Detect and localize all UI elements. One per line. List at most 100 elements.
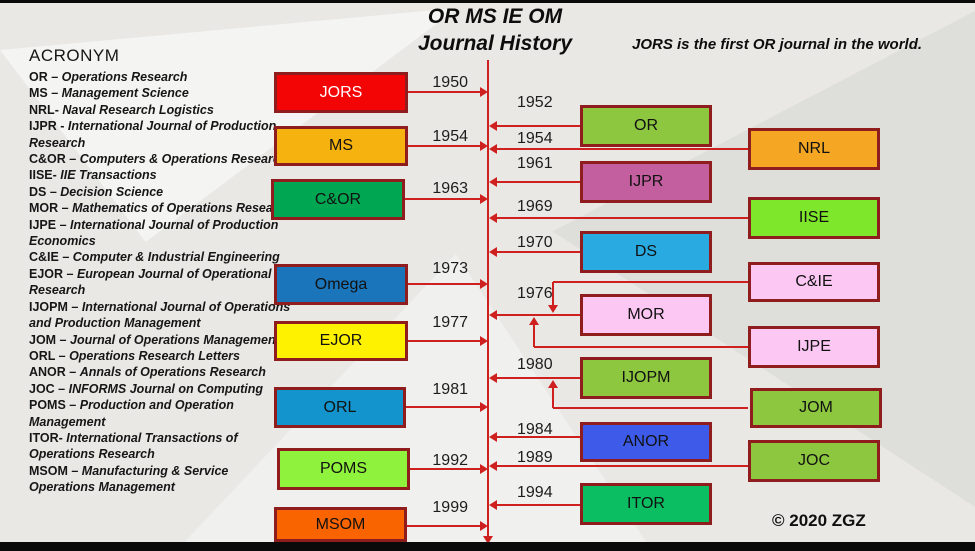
year-label-left-1981: 1981 bbox=[432, 381, 468, 398]
legend-entry: OR – Operations Research bbox=[29, 69, 293, 85]
connector-ijpe-to-mor-line bbox=[534, 346, 748, 348]
legend-journal-name: Annals of Operations Research bbox=[79, 365, 266, 380]
top-border bbox=[0, 0, 975, 3]
connector-ms-to-timeline bbox=[408, 145, 480, 147]
year-label-right-1952: 1952 bbox=[517, 94, 553, 111]
timeline-axis-arrowhead bbox=[483, 536, 493, 544]
connector-cie-to-mor-line bbox=[553, 281, 748, 283]
legend-abbr: MS – bbox=[29, 86, 59, 101]
journal-box-ijpe: IJPE bbox=[748, 326, 880, 368]
legend-journal-name: European Journal of Operational Research bbox=[29, 266, 272, 298]
legend-journal-name: Operations Research Letters bbox=[69, 348, 240, 363]
year-label-left-1999: 1999 bbox=[432, 499, 468, 516]
journal-box-or: OR bbox=[580, 105, 712, 147]
legend-abbr: MOR – bbox=[29, 201, 69, 216]
legend-abbr: DS – bbox=[29, 184, 57, 199]
year-label-right-1989: 1989 bbox=[517, 449, 553, 466]
legend-abbr: JOM – bbox=[29, 332, 67, 347]
arrowhead-orl-to-timeline bbox=[480, 402, 488, 412]
legend-abbr: ITOR- bbox=[29, 430, 63, 445]
journal-box-msom: MSOM bbox=[274, 507, 407, 542]
legend-entry: C&IE – Computer & Industrial Engineering bbox=[29, 249, 293, 265]
journal-box-orl: ORL bbox=[274, 387, 406, 428]
arrowhead-ds-to-timeline bbox=[489, 247, 497, 257]
title-line2: Journal History bbox=[417, 32, 573, 55]
connector-orl-to-timeline bbox=[406, 406, 480, 408]
year-label-left-1954: 1954 bbox=[432, 128, 468, 145]
legend-abbr: JOC – bbox=[29, 381, 66, 396]
connector-cor-to-timeline bbox=[405, 198, 480, 200]
bottom-border bbox=[0, 542, 975, 551]
year-label-right-1980: 1980 bbox=[517, 356, 553, 373]
journal-box-cor: C&OR bbox=[271, 179, 405, 220]
year-label-right-1954: 1954 bbox=[517, 130, 553, 147]
legend-abbr: ORL – bbox=[29, 348, 66, 363]
connector-jom-to-ijopm-line bbox=[553, 407, 748, 409]
journal-box-ds: DS bbox=[580, 231, 712, 273]
note-text: JORS is the first OR journal in the worl… bbox=[632, 36, 923, 53]
year-label-right-1970: 1970 bbox=[517, 234, 553, 251]
journal-box-cie: C&IE bbox=[748, 262, 880, 302]
journal-box-ijopm: IJOPM bbox=[580, 357, 712, 399]
legend-entry: IISE- IIE Transactions bbox=[29, 167, 293, 183]
legend-journal-name: International Transactions of Operations… bbox=[29, 430, 238, 462]
journal-box-joc: JOC bbox=[748, 440, 880, 482]
legend-entry: JOM – Journal of Operations Management bbox=[29, 332, 293, 348]
year-label-left-1950: 1950 bbox=[432, 74, 468, 91]
journal-box-itor: ITOR bbox=[580, 483, 712, 525]
legend-journal-name: Journal of Operations Management bbox=[70, 332, 280, 347]
timeline-axis bbox=[487, 60, 489, 536]
journal-box-jors: JORS bbox=[274, 72, 408, 113]
legend-abbr: IISE- bbox=[29, 168, 57, 183]
legend-journal-name: Decision Science bbox=[60, 184, 164, 199]
legend-journal-name: Naval Research Logistics bbox=[62, 102, 214, 117]
legend-header: ACRONYM bbox=[29, 46, 120, 65]
legend-journal-name: Computers & Operations Research bbox=[79, 152, 288, 167]
legend-entry: C&OR – Computers & Operations Research bbox=[29, 151, 293, 167]
journal-box-jom: JOM bbox=[750, 388, 882, 428]
legend-abbr: OR – bbox=[29, 70, 59, 84]
year-label-right-1961: 1961 bbox=[517, 155, 553, 172]
arrowhead-or-to-timeline bbox=[489, 121, 497, 131]
legend-journal-name: International Journal of Operations and … bbox=[29, 299, 291, 331]
connector-anor-to-timeline bbox=[497, 436, 580, 438]
legend-abbr: MSOM – bbox=[29, 463, 79, 478]
arrowhead-anor-to-timeline bbox=[489, 432, 497, 442]
connector-or-to-timeline bbox=[497, 125, 580, 127]
connector-mor-to-timeline bbox=[497, 314, 580, 316]
journal-box-anor: ANOR bbox=[580, 422, 712, 462]
year-label-left-1963: 1963 bbox=[432, 180, 468, 197]
copyright: © 2020 ZGZ bbox=[772, 511, 866, 530]
legend-abbr: EJOR – bbox=[29, 266, 74, 281]
acronym-legend: ACRONYM OR – Operations Research MS – Man… bbox=[29, 46, 293, 496]
legend-entry: IJPR - International Journal of Producti… bbox=[29, 118, 293, 151]
connector-cie-to-mor-line bbox=[552, 282, 554, 305]
arrowhead-ejor-to-timeline bbox=[480, 336, 488, 346]
legend-abbr: IJPR - bbox=[29, 119, 65, 134]
journal-box-ms: MS bbox=[274, 126, 408, 166]
legend-entries: OR – Operations Research MS – Management … bbox=[29, 69, 293, 496]
arrowhead-poms-to-timeline bbox=[480, 464, 488, 474]
arrowhead-mor-to-timeline bbox=[489, 310, 497, 320]
arrowhead-jom-to-ijopm-line bbox=[548, 380, 558, 388]
legend-entry: IJOPM – International Journal of Operati… bbox=[29, 299, 293, 332]
legend-entry: ORL – Operations Research Letters bbox=[29, 348, 293, 364]
arrowhead-iise-to-timeline bbox=[489, 213, 497, 223]
connector-iise-to-timeline bbox=[497, 217, 748, 219]
arrowhead-ijpe-to-mor-line bbox=[529, 317, 539, 325]
legend-journal-name: INFORMS Journal on Computing bbox=[68, 381, 264, 396]
journal-box-ijpr: IJPR bbox=[580, 161, 712, 203]
legend-entry: ITOR- International Transactions of Oper… bbox=[29, 430, 293, 463]
connector-itor-to-timeline bbox=[497, 504, 580, 506]
arrowhead-cor-to-timeline bbox=[480, 194, 488, 204]
connector-poms-to-timeline bbox=[410, 468, 480, 470]
legend-journal-name: Computer & Industrial Engineering bbox=[72, 250, 280, 265]
journal-box-ejor: EJOR bbox=[274, 321, 408, 361]
legend-entry: EJOR – European Journal of Operational R… bbox=[29, 266, 293, 299]
year-label-right-1994: 1994 bbox=[517, 484, 553, 501]
journal-box-mor: MOR bbox=[580, 294, 712, 336]
connector-joc-to-timeline bbox=[497, 465, 748, 467]
arrowhead-ijopm-to-timeline bbox=[489, 373, 497, 383]
arrowhead-joc-to-timeline bbox=[489, 461, 497, 471]
legend-entry: DS – Decision Science bbox=[29, 184, 293, 200]
